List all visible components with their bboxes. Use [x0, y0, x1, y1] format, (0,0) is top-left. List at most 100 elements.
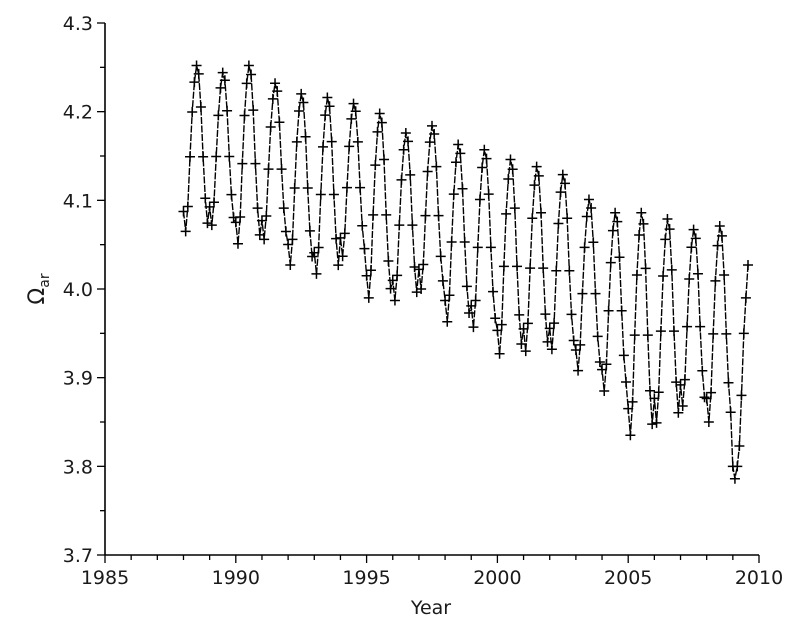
plus-marker	[296, 88, 307, 99]
plus-marker	[673, 407, 684, 418]
plus-marker	[363, 292, 374, 303]
plus-marker	[352, 136, 363, 147]
plus-marker	[660, 234, 671, 245]
plus-marker	[383, 255, 394, 266]
plus-marker	[642, 330, 653, 341]
plus-marker	[686, 242, 697, 253]
plus-marker	[178, 206, 189, 217]
plus-marker	[440, 295, 451, 306]
plus-marker	[250, 158, 261, 169]
plus-marker	[370, 160, 381, 171]
plus-marker	[557, 169, 568, 180]
plus-marker	[586, 203, 597, 214]
plus-marker	[294, 106, 305, 117]
plus-marker	[304, 225, 315, 236]
plus-marker	[695, 321, 706, 332]
plus-marker	[725, 407, 736, 418]
plus-marker	[276, 164, 287, 175]
plus-marker	[309, 247, 320, 258]
plus-marker	[413, 264, 424, 275]
plus-marker	[320, 110, 331, 121]
plus-marker	[564, 265, 575, 276]
plus-marker	[503, 173, 514, 184]
plus-marker	[204, 201, 215, 212]
plus-marker	[431, 161, 442, 172]
plus-marker	[649, 393, 660, 404]
plus-marker	[575, 339, 586, 350]
plus-marker	[529, 180, 540, 191]
x-tick-label: 1990	[212, 567, 260, 589]
plus-marker	[479, 144, 490, 155]
plus-marker	[555, 187, 566, 198]
plus-marker	[664, 224, 675, 235]
plus-marker	[719, 270, 730, 281]
plus-marker	[219, 75, 230, 86]
plus-marker	[533, 170, 544, 181]
x-tick-label: 1995	[342, 567, 390, 589]
plus-marker	[256, 215, 267, 226]
plus-marker	[429, 129, 440, 140]
plus-marker	[734, 440, 745, 451]
plus-marker	[270, 78, 281, 89]
plus-marker	[634, 230, 645, 241]
plus-marker	[570, 345, 581, 356]
plus-marker	[679, 374, 690, 385]
plus-marker	[616, 305, 627, 316]
plus-marker	[202, 218, 213, 229]
plus-marker	[359, 243, 370, 254]
plus-marker	[287, 234, 298, 245]
plus-marker	[509, 203, 520, 214]
plus-marker	[621, 377, 632, 388]
plus-marker	[597, 364, 608, 375]
x-tick-label: 2010	[735, 567, 783, 589]
plus-marker	[729, 473, 740, 484]
plus-marker	[601, 359, 612, 370]
plus-marker	[424, 137, 435, 148]
plus-marker	[740, 292, 751, 303]
plus-marker	[313, 242, 324, 253]
plus-marker	[522, 318, 533, 329]
plus-marker	[318, 141, 328, 152]
plus-marker	[520, 346, 531, 357]
plus-marker	[239, 110, 250, 121]
plus-marker	[263, 164, 274, 175]
plus-marker	[603, 305, 614, 316]
plus-marker	[278, 203, 289, 214]
plus-marker	[474, 194, 485, 205]
plus-marker	[514, 309, 525, 320]
plus-marker	[581, 211, 592, 222]
plus-marker	[477, 162, 488, 173]
plus-marker	[701, 393, 712, 404]
plus-marker	[446, 237, 457, 248]
plus-marker	[346, 113, 357, 124]
plus-marker	[226, 189, 237, 200]
plus-marker	[658, 271, 669, 282]
plus-marker	[640, 263, 651, 274]
plus-marker	[592, 331, 603, 342]
plus-marker	[668, 326, 679, 337]
plus-marker	[435, 251, 446, 262]
plus-marker	[629, 330, 640, 341]
data-series	[178, 60, 754, 484]
plus-marker	[335, 232, 346, 243]
plus-marker	[488, 286, 499, 297]
plus-marker	[381, 209, 392, 220]
plus-marker	[677, 401, 688, 412]
plus-marker	[261, 210, 272, 221]
plus-marker	[562, 213, 573, 224]
plus-marker	[512, 261, 523, 272]
plus-marker	[420, 210, 431, 221]
plus-marker	[464, 307, 475, 318]
plus-marker	[180, 226, 191, 237]
plus-marker	[289, 183, 300, 194]
plus-marker	[185, 151, 196, 162]
plus-marker	[684, 273, 695, 284]
plus-marker	[387, 275, 398, 286]
plus-marker	[211, 151, 222, 162]
plus-marker	[385, 283, 396, 294]
y-tick-label: 4.2	[63, 102, 93, 124]
plus-marker	[326, 136, 337, 147]
plus-marker	[237, 158, 248, 169]
plus-marker	[518, 323, 529, 334]
plus-marker	[315, 189, 326, 200]
